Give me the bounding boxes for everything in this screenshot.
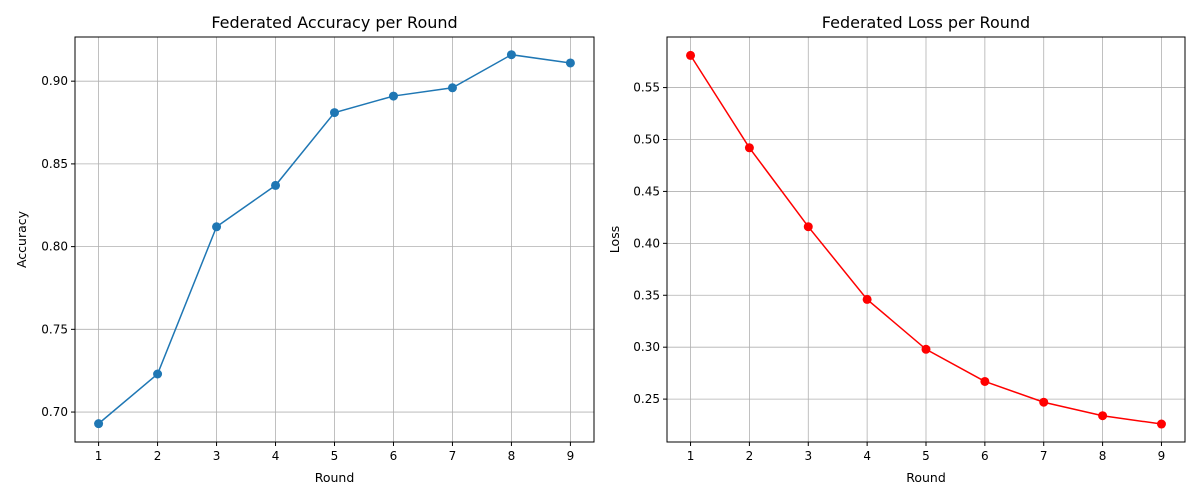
loss-x-tick-label: 3 [804, 449, 812, 463]
loss-data-point [1098, 411, 1108, 421]
loss-data-point [1039, 397, 1049, 407]
accuracy-data-point [447, 83, 457, 93]
accuracy-x-tick-label: 2 [154, 449, 162, 463]
loss-y-tick-label: 0.30 [633, 340, 660, 354]
loss-x-tick-label: 6 [981, 449, 989, 463]
loss-y-tick-label: 0.25 [633, 392, 660, 406]
accuracy-series-layer [94, 50, 575, 429]
loss-data-point [980, 376, 990, 386]
loss-data-point [921, 344, 931, 354]
accuracy-x-tick-label: 1 [95, 449, 103, 463]
loss-x-tick-label: 8 [1099, 449, 1107, 463]
loss-series-layer [686, 50, 1166, 429]
accuracy-y-axis-label: Accuracy [14, 210, 29, 268]
accuracy-y-tick-label: 0.80 [41, 240, 68, 254]
accuracy-x-tick-label: 5 [331, 449, 339, 463]
accuracy-y-tick-label: 0.85 [41, 157, 68, 171]
accuracy-data-point [153, 369, 163, 379]
loss-x-tick-label: 5 [922, 449, 930, 463]
loss-y-tick-label: 0.45 [633, 184, 660, 198]
accuracy-data-point [506, 50, 516, 60]
accuracy-y-tick-label: 0.70 [41, 405, 68, 419]
loss-data-point [1156, 419, 1166, 429]
loss-y-tick-label: 0.50 [633, 132, 660, 146]
accuracy-x-tick-label: 7 [449, 449, 457, 463]
accuracy-x-tick-label: 9 [567, 449, 575, 463]
loss-y-tick-label: 0.55 [633, 81, 660, 95]
accuracy-x-tick-label: 4 [272, 449, 280, 463]
accuracy-data-point [565, 58, 575, 68]
loss-x-tick-label: 1 [687, 449, 695, 463]
loss-data-point [686, 50, 696, 60]
accuracy-y-tick-label: 0.90 [41, 74, 68, 88]
loss-x-tick-label: 2 [746, 449, 754, 463]
loss-chart-title: Federated Loss per Round [822, 13, 1030, 32]
accuracy-ticks: 1 2 3 4 5 6 7 8 9 0.70 0.75 0.80 0.85 0.90 [41, 74, 574, 463]
loss-data-point [803, 222, 813, 232]
accuracy-x-axis-label: Round [315, 470, 355, 485]
accuracy-chart: 1 2 3 4 5 6 7 8 9 0.70 0.75 0.80 0.85 0.90 Federated … [14, 13, 595, 485]
accuracy-data-point [212, 222, 222, 232]
accuracy-x-tick-label: 8 [508, 449, 516, 463]
accuracy-grid [75, 37, 594, 442]
accuracy-data-point [330, 108, 339, 118]
accuracy-y-tick-label: 0.75 [41, 322, 68, 336]
loss-data-point [862, 294, 872, 304]
accuracy-x-tick-label: 6 [390, 449, 398, 463]
loss-chart: 1 2 3 4 5 6 7 8 9 0.25 0.30 0.35 0.40 0.45 0.50 0.55 Fe… [607, 13, 1186, 485]
loss-grid [667, 37, 1185, 442]
loss-x-tick-label: 7 [1040, 449, 1048, 463]
loss-x-tick-label: 9 [1158, 449, 1166, 463]
loss-x-tick-label: 4 [863, 449, 871, 463]
loss-x-axis-label: Round [906, 470, 946, 485]
accuracy-data-point [94, 419, 104, 429]
loss-y-tick-label: 0.35 [633, 288, 660, 302]
loss-data-point [744, 143, 754, 153]
loss-ticks: 1 2 3 4 5 6 7 8 9 0.25 0.30 0.35 0.40 0.45 0.50 0.55 [633, 81, 1165, 463]
loss-y-tick-label: 0.40 [633, 236, 660, 250]
loss-y-axis-label: Loss [607, 226, 622, 253]
accuracy-data-point [271, 180, 281, 190]
accuracy-chart-title: Federated Accuracy per Round [211, 13, 457, 32]
accuracy-x-tick-label: 3 [213, 449, 221, 463]
accuracy-data-point [388, 91, 398, 101]
